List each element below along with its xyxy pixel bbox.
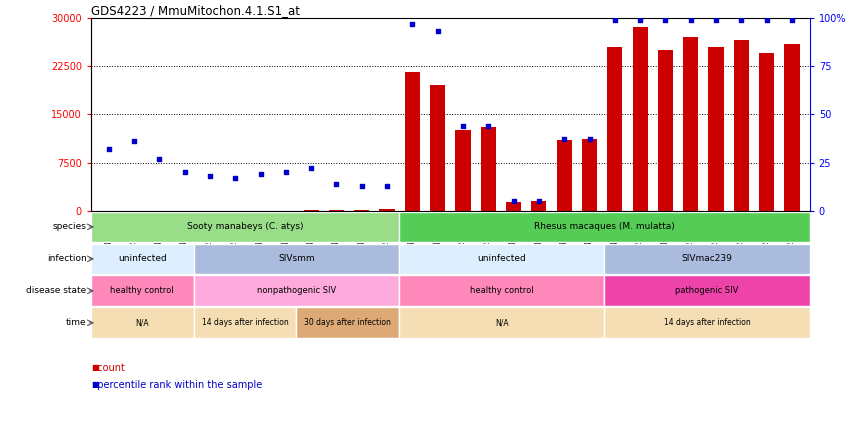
Bar [759, 53, 774, 211]
Bar [354, 210, 369, 211]
Point [684, 16, 698, 23]
Point [608, 16, 622, 23]
Bar [607, 47, 623, 211]
Bar [399, 307, 604, 338]
Point [178, 169, 191, 176]
Text: count: count [91, 363, 125, 373]
Bar [785, 44, 799, 211]
Bar [582, 139, 598, 211]
Text: 14 days after infection: 14 days after infection [663, 318, 751, 327]
Bar [506, 202, 521, 211]
Text: SIVsmm: SIVsmm [278, 254, 314, 263]
Text: SIVmac239: SIVmac239 [682, 254, 733, 263]
Bar [734, 40, 749, 211]
Point [304, 165, 318, 172]
Point [405, 20, 419, 27]
Bar [91, 275, 194, 306]
Point [254, 170, 268, 178]
Point [583, 136, 597, 143]
Point [329, 180, 343, 187]
Bar [708, 47, 724, 211]
Bar [658, 50, 673, 211]
Text: ■: ■ [91, 380, 99, 389]
Point [507, 198, 520, 205]
Point [633, 16, 647, 23]
Bar [399, 211, 810, 242]
Bar [399, 243, 604, 274]
Bar [194, 275, 399, 306]
Text: uninfected: uninfected [118, 254, 166, 263]
Text: nonpathogenic SIV: nonpathogenic SIV [256, 286, 336, 295]
Text: time: time [66, 318, 87, 327]
Bar [604, 275, 810, 306]
Point [152, 155, 166, 163]
Bar [683, 37, 698, 211]
Point [430, 28, 444, 35]
Text: healthy control: healthy control [111, 286, 174, 295]
Point [101, 146, 115, 153]
Point [380, 182, 394, 189]
Bar [404, 72, 420, 211]
Text: species: species [53, 222, 87, 231]
Bar [296, 307, 399, 338]
Bar [604, 243, 810, 274]
Bar [303, 210, 319, 211]
Point [532, 198, 546, 205]
Point [127, 138, 141, 145]
Point [734, 16, 748, 23]
Bar [91, 211, 399, 242]
Point [203, 173, 216, 180]
Bar [430, 85, 445, 211]
Bar [604, 307, 810, 338]
Text: 14 days after infection: 14 days after infection [202, 318, 288, 327]
Bar [379, 209, 395, 211]
Bar [91, 243, 194, 274]
Text: N/A: N/A [494, 318, 508, 327]
Text: N/A: N/A [135, 318, 149, 327]
Text: infection: infection [47, 254, 87, 263]
Point [481, 123, 495, 130]
Text: Sooty manabeys (C. atys): Sooty manabeys (C. atys) [187, 222, 303, 231]
Bar [557, 140, 572, 211]
Text: uninfected: uninfected [477, 254, 526, 263]
Text: healthy control: healthy control [470, 286, 533, 295]
Text: ■: ■ [91, 363, 99, 372]
Point [229, 174, 242, 182]
Text: 30 days after infection: 30 days after infection [304, 318, 391, 327]
Bar [91, 307, 194, 338]
Text: Rhesus macaques (M. mulatta): Rhesus macaques (M. mulatta) [534, 222, 675, 231]
Point [355, 182, 369, 189]
Bar [456, 131, 470, 211]
Text: percentile rank within the sample: percentile rank within the sample [91, 380, 262, 390]
Point [279, 169, 293, 176]
Point [658, 16, 672, 23]
Bar [194, 243, 399, 274]
Point [456, 123, 470, 130]
Point [558, 136, 572, 143]
Bar [532, 201, 546, 211]
Point [709, 16, 723, 23]
Text: pathogenic SIV: pathogenic SIV [675, 286, 739, 295]
Text: disease state: disease state [26, 286, 87, 295]
Bar [632, 28, 648, 211]
Bar [481, 127, 496, 211]
Bar [194, 307, 296, 338]
Bar [329, 210, 344, 211]
Point [785, 16, 799, 23]
Text: GDS4223 / MmuMitochon.4.1.S1_at: GDS4223 / MmuMitochon.4.1.S1_at [91, 4, 300, 16]
Point [759, 16, 773, 23]
Bar [399, 275, 604, 306]
